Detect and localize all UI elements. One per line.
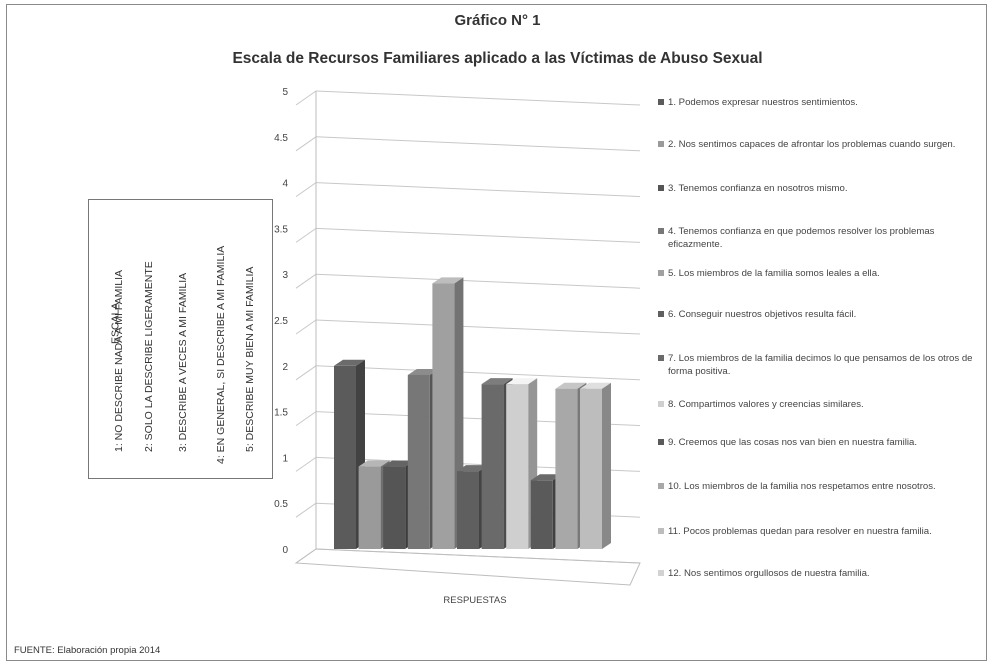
bar-top [432, 277, 464, 284]
bar [580, 388, 602, 549]
legend-swatch [658, 99, 664, 105]
scale-item-1: 1: NO DESCRIBE NADA A MI FAMILIA [113, 269, 125, 452]
bar-top [555, 382, 587, 389]
gridline [315, 319, 641, 335]
y-tick-label: 0.5 [274, 499, 288, 510]
legend-swatch [658, 355, 664, 361]
chart-number-title: Gráfico N° 1 [454, 12, 541, 29]
floor-plane [294, 548, 641, 586]
legend-label: 3. Tenemos confianza en nosotros mismo. [668, 183, 848, 194]
legend-swatch [658, 439, 664, 445]
bar-top [407, 368, 439, 375]
y-tick-label: 2.5 [274, 316, 288, 327]
y-tick-label: 1.5 [274, 408, 288, 419]
side-gridline [295, 502, 317, 518]
legend-swatch [658, 270, 664, 276]
scale-item-3: 3: DESCRIBE A VECES A MI FAMILIA [177, 272, 189, 452]
side-gridline [295, 411, 317, 427]
scale-item-2: 2: SOLO LA DESCRIBE LIGERAMENTE [143, 261, 155, 452]
legend-swatch [658, 228, 664, 234]
side-gridline [295, 456, 317, 472]
y-tick-label: 3.5 [274, 224, 288, 235]
x-axis-label: RESPUESTAS [443, 595, 506, 606]
gridline [315, 365, 641, 381]
y-tick-label: 4 [282, 179, 288, 190]
bar [530, 480, 553, 549]
bar-top [358, 460, 390, 467]
y-tick-label: 1 [282, 453, 288, 464]
chart-title: Escala de Recursos Familiares aplicado a… [232, 50, 763, 67]
bar-top [530, 474, 562, 481]
side-gridline [295, 365, 317, 381]
legend-swatch [658, 311, 664, 317]
legend-label: 11. Pocos problemas quedan para resolver… [668, 526, 932, 537]
legend-label: 5. Los miembros de la familia somos leal… [668, 268, 880, 279]
legend-swatch [658, 570, 664, 576]
bar-top [383, 460, 415, 467]
side-gridline [295, 227, 317, 243]
gridline [315, 136, 641, 152]
legend-label: 12. Nos sentimos orgullosos de nuestra f… [668, 568, 870, 579]
legend-label: 7. Los miembros de la familia decimos lo… [668, 353, 973, 377]
bar-top [506, 378, 538, 385]
legend-label: 8. Compartimos valores y creencias simil… [668, 399, 864, 410]
legend-label: 4. Tenemos confianza en que podemos reso… [668, 226, 935, 250]
source-note: FUENTE: Elaboración propia 2014 [14, 645, 161, 656]
bar-top [457, 465, 488, 472]
bar-top [481, 378, 513, 385]
side-gridline [295, 90, 317, 106]
bar [383, 466, 406, 549]
gridline [315, 227, 641, 243]
y-tick-label: 2 [282, 362, 288, 373]
legend-swatch [658, 528, 664, 534]
legend-label: 1. Podemos expresar nuestros sentimiento… [668, 97, 858, 108]
side-gridline [295, 136, 317, 152]
y-tick-label: 4.5 [274, 133, 288, 144]
bar [481, 384, 504, 549]
side-gridline [295, 319, 317, 335]
bar [432, 283, 455, 549]
bar [506, 384, 529, 549]
legend-label: 10. Los miembros de la familia nos respe… [668, 481, 936, 492]
bar [555, 388, 578, 549]
bar [457, 471, 479, 549]
bar [407, 374, 430, 549]
y-tick-label: 3 [282, 270, 288, 281]
y-tick-label: 0 [282, 545, 288, 556]
bar [358, 466, 381, 549]
side-gridline [295, 182, 317, 198]
legend-label: 2. Nos sentimos capaces de afrontar los … [668, 139, 956, 150]
bar-top [580, 382, 611, 389]
gridline [315, 90, 641, 106]
legend-swatch [658, 185, 664, 191]
legend-label: 6. Conseguir nuestros objetivos resulta … [668, 309, 857, 320]
gridline [315, 273, 641, 289]
y-tick-label: 5 [282, 87, 288, 98]
bar [334, 365, 356, 549]
scale-item-4: 4: EN GENERAL, SI DESCRIBE A MI FAMILIA [215, 245, 227, 464]
bar-top [334, 359, 365, 366]
bar-side [602, 382, 611, 549]
legend-swatch [658, 401, 664, 407]
legend-label: 9. Creemos que las cosas nos van bien en… [668, 437, 918, 448]
scale-item-5: 5: DESCRIBE MUY BIEN A MI FAMILIA [244, 266, 256, 452]
side-gridline [295, 273, 317, 289]
gridline [315, 182, 641, 198]
legend-swatch [658, 483, 664, 489]
scale-legend-box: ESCALA 1: NO DESCRIBE NADA A MI FAMILIA … [88, 199, 273, 479]
chart-frame [6, 4, 987, 661]
legend-swatch [658, 141, 664, 147]
